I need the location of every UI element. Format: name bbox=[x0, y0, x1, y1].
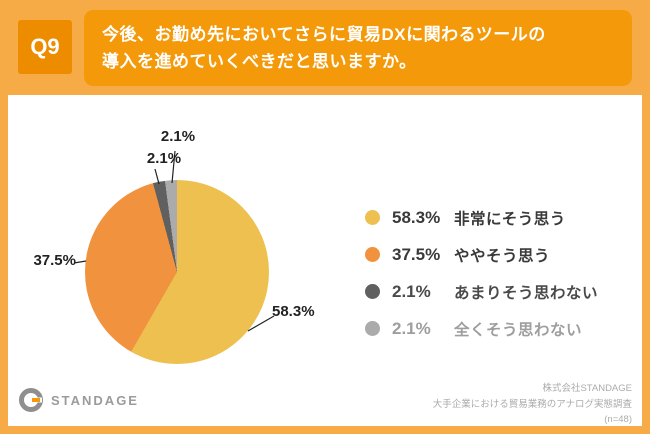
legend-label: あまりそう思わない bbox=[454, 284, 599, 302]
legend-label: 全くそう思わない bbox=[454, 321, 583, 339]
question-box: 今後、お勤め先においてさらに貿易DXに関わるツールの 導入を進めていくべきだと思… bbox=[84, 10, 632, 87]
legend-dot bbox=[365, 321, 380, 336]
legend-percent: 2.1% bbox=[392, 281, 431, 301]
legend: 58.3% 非常にそう思う 37.5% ややそう思う 2.1% あまりそう思わな… bbox=[365, 199, 598, 347]
pie-label-none-at-all: 2.1% bbox=[160, 128, 196, 145]
legend-percent: 2.1% bbox=[392, 318, 431, 338]
credit-sample-size: (n=48) bbox=[604, 414, 632, 426]
legend-dot bbox=[365, 284, 380, 299]
credit-company: 株式会社STANDAGE bbox=[542, 383, 632, 394]
pie bbox=[85, 180, 269, 364]
pie-label-not-really: 2.1% bbox=[146, 150, 182, 167]
credit-text: 株式会社STANDAGE 大手企業における貿易業務のアナログ実態調査 (n=48… bbox=[433, 381, 632, 428]
legend-row: 2.1% あまりそう思わない bbox=[365, 273, 598, 310]
question-text: 今後、お勤め先においてさらに貿易DXに関わるツールの 導入を進めていくべきだと思… bbox=[102, 25, 546, 72]
legend-label: ややそう思う bbox=[454, 247, 551, 265]
legend-row: 58.3% 非常にそう思う bbox=[365, 199, 598, 236]
credit-survey: 大手企業における貿易業務のアナログ実態調査 bbox=[432, 398, 632, 410]
pie-label-strongly-agree: 58.3% bbox=[272, 303, 315, 320]
content-panel: 58.3% 37.5% 2.1% 2.1% 58.3% 非常にそう思う 37.5… bbox=[8, 95, 642, 426]
brand: STANDAGE bbox=[18, 387, 139, 413]
standage-logo-icon bbox=[19, 388, 43, 412]
legend-dot bbox=[365, 247, 380, 262]
legend-percent: 37.5% bbox=[392, 244, 441, 264]
legend-percent: 58.3% bbox=[392, 207, 441, 227]
pie-label-somewhat-agree: 37.5% bbox=[33, 252, 76, 269]
brand-name: STANDAGE bbox=[51, 392, 139, 408]
question-number-badge: Q9 bbox=[18, 20, 72, 74]
legend-row: 2.1% 全くそう思わない bbox=[365, 310, 598, 347]
legend-row: 37.5% ややそう思う bbox=[365, 236, 598, 273]
legend-dot bbox=[365, 210, 380, 225]
legend-label: 非常にそう思う bbox=[454, 210, 566, 228]
